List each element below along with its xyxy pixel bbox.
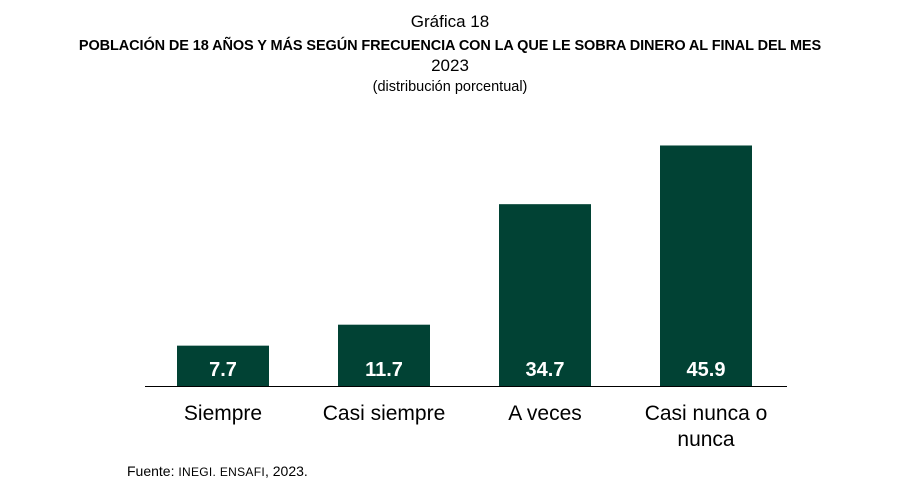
category-label-1-line-0: Casi siempre bbox=[323, 402, 446, 425]
category-label-1: Casi siempre bbox=[323, 402, 446, 425]
chart-title: POBLACIÓN DE 18 AÑOS Y MÁS SEGÚN FRECUEN… bbox=[78, 38, 822, 54]
category-label-0-line-0: Siempre bbox=[184, 402, 262, 425]
category-label-2-line-0: A veces bbox=[508, 402, 582, 425]
bar-2 bbox=[499, 204, 591, 386]
source-org: INEGI. ENSAFI bbox=[178, 465, 265, 479]
bar-1 bbox=[338, 324, 430, 386]
chart-year: 2023 bbox=[431, 56, 469, 75]
category-label-3: Casi nunca o nunca bbox=[645, 402, 768, 451]
category-label-3-line-0: Casi nunca o bbox=[645, 402, 768, 425]
source-prefix: Fuente: bbox=[127, 463, 179, 479]
source-note: Fuente: INEGI. ENSAFI, 2023. bbox=[127, 463, 308, 479]
value-label-1: 11.7 bbox=[365, 359, 403, 381]
value-label-0: 7.7 bbox=[209, 359, 237, 381]
source-suffix: , 2023. bbox=[264, 463, 308, 479]
chart-subtitle: (distribución porcentual) bbox=[372, 79, 528, 95]
value-label-2: 34.7 bbox=[526, 359, 565, 381]
chart-number-label: Gráfica 18 bbox=[410, 12, 490, 31]
category-label-0: Siempre bbox=[184, 402, 262, 425]
category-label-2: A veces bbox=[508, 402, 582, 425]
bar-3 bbox=[660, 145, 752, 386]
bar-0 bbox=[177, 345, 269, 386]
category-label-3-line-1: nunca bbox=[677, 428, 735, 451]
value-label-3: 45.9 bbox=[687, 359, 726, 381]
